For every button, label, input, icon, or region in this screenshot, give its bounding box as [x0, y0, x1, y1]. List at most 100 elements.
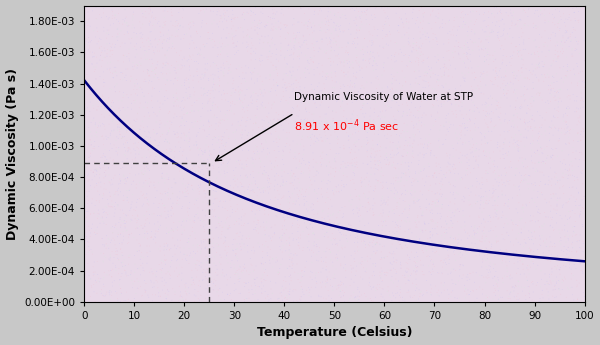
Point: [397, 162, 406, 167]
Point: [535, 242, 544, 247]
Point: [262, 139, 271, 145]
Point: [339, 92, 349, 97]
Point: [433, 210, 442, 216]
Point: [484, 270, 494, 275]
Point: [307, 182, 317, 188]
Point: [160, 189, 170, 194]
Point: [430, 200, 440, 206]
Point: [424, 140, 433, 145]
Point: [150, 86, 160, 91]
Point: [331, 14, 341, 20]
Point: [177, 232, 187, 237]
Point: [100, 147, 110, 152]
Point: [293, 229, 303, 234]
Point: [318, 149, 328, 155]
Point: [383, 157, 392, 163]
Point: [232, 66, 241, 71]
Point: [460, 219, 470, 225]
Point: [578, 168, 587, 173]
Point: [139, 172, 148, 177]
Point: [107, 274, 116, 279]
Point: [265, 73, 275, 79]
Point: [80, 169, 89, 174]
Point: [575, 202, 585, 208]
Point: [396, 295, 406, 300]
Point: [466, 9, 475, 15]
Point: [326, 257, 335, 263]
Point: [465, 90, 475, 96]
Point: [263, 146, 272, 151]
Point: [566, 68, 575, 73]
Point: [544, 177, 554, 183]
Point: [218, 19, 227, 24]
Point: [541, 75, 551, 80]
Point: [91, 76, 101, 82]
Point: [283, 199, 293, 205]
Point: [539, 42, 548, 47]
Point: [369, 165, 379, 171]
Point: [144, 21, 154, 27]
Point: [119, 32, 129, 37]
Point: [385, 22, 394, 28]
Point: [351, 144, 361, 149]
Point: [378, 36, 388, 41]
Point: [356, 232, 366, 237]
Point: [520, 118, 529, 124]
Point: [298, 4, 308, 10]
Point: [221, 198, 230, 204]
Point: [425, 72, 435, 78]
Point: [308, 36, 318, 41]
Point: [472, 287, 481, 292]
Point: [110, 89, 120, 94]
Point: [457, 237, 466, 243]
Point: [276, 45, 286, 50]
Point: [546, 155, 556, 160]
Point: [339, 70, 349, 75]
Point: [325, 56, 335, 61]
Point: [458, 116, 468, 121]
Point: [416, 89, 426, 94]
Point: [488, 159, 497, 164]
Point: [359, 36, 369, 41]
Point: [446, 32, 456, 38]
Point: [520, 224, 529, 230]
Point: [445, 57, 454, 63]
Point: [415, 188, 425, 194]
Point: [113, 203, 122, 209]
Point: [121, 153, 130, 158]
Point: [437, 290, 446, 296]
Point: [296, 287, 305, 292]
Point: [317, 258, 326, 264]
Point: [104, 160, 114, 166]
Point: [209, 200, 218, 206]
Point: [99, 275, 109, 280]
Point: [183, 169, 193, 175]
Point: [177, 83, 187, 88]
Point: [112, 202, 122, 207]
Point: [541, 158, 551, 164]
Point: [527, 86, 537, 92]
Point: [131, 47, 141, 52]
Point: [89, 115, 98, 121]
Point: [407, 48, 416, 54]
Point: [499, 141, 509, 147]
Point: [507, 165, 517, 170]
Point: [257, 286, 266, 292]
Point: [472, 184, 481, 190]
Point: [170, 75, 180, 81]
Point: [283, 207, 293, 213]
Point: [500, 237, 510, 243]
Point: [461, 185, 470, 190]
Point: [514, 48, 524, 54]
Point: [419, 272, 429, 278]
Point: [283, 85, 292, 90]
Point: [331, 283, 341, 289]
Point: [301, 212, 311, 218]
Point: [94, 198, 104, 204]
Point: [246, 95, 256, 100]
Point: [491, 208, 501, 214]
Point: [430, 153, 439, 158]
Point: [437, 194, 446, 199]
Point: [236, 98, 245, 104]
Point: [131, 225, 141, 230]
